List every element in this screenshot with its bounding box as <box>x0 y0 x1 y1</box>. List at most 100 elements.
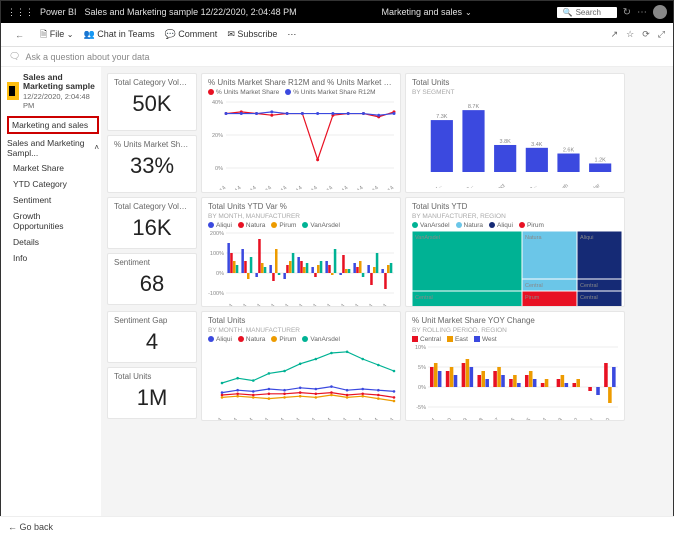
svg-text:40%: 40% <box>212 100 223 106</box>
more-cmd-icon[interactable]: ⋯ <box>287 29 296 40</box>
svg-text:P-05: P-05 <box>520 417 532 421</box>
kpi-value: 68 <box>114 269 190 299</box>
svg-text:May-14: May-14 <box>269 417 286 421</box>
tree-root[interactable]: Sales and Marketing Sampl...˄ <box>7 138 99 158</box>
svg-text:P-09: P-09 <box>457 417 469 421</box>
favorite-icon[interactable]: ☆ <box>626 29 634 40</box>
svg-text:2.6K: 2.6K <box>563 148 575 154</box>
sidebar-item-sentiment[interactable]: Sentiment <box>7 192 99 208</box>
kpi-title: Total Units <box>114 372 190 381</box>
chart-subtitle: BY MONTH, MANUFACTURER <box>208 327 394 334</box>
tile-sentiment-gap[interactable]: Sentiment Gap 4 <box>107 311 197 363</box>
app-name: Power BI <box>40 7 77 17</box>
svg-text:Jun-14: Jun-14 <box>288 185 304 190</box>
go-back-button[interactable]: ← Go back <box>8 522 53 532</box>
share-icon[interactable]: ↗ <box>611 29 619 40</box>
svg-text:Apr-14: Apr-14 <box>257 185 273 190</box>
svg-text:-100%: -100% <box>208 291 224 297</box>
avatar[interactable] <box>653 5 667 19</box>
chart-subtitle: BY SEGMENT <box>412 89 618 96</box>
svg-text:Central: Central <box>525 283 543 289</box>
notifications-icon[interactable]: ↻ <box>623 7 631 18</box>
svg-text:P-00: P-00 <box>599 417 611 421</box>
svg-text:Oct-14: Oct-14 <box>349 185 365 190</box>
tile-total-category-volume-2[interactable]: Total Category Volume 16K <box>107 197 197 249</box>
fullscreen-icon[interactable]: ⤢ <box>658 29 665 40</box>
chat-button[interactable]: 👥 Chat in Teams <box>83 29 154 40</box>
svg-text:P-07: P-07 <box>488 417 500 421</box>
tile-ytd-var-chart[interactable]: Total Units YTD Var % BY MONTH, MANUFACT… <box>201 197 401 307</box>
chart-legend: % Units Market Share% Units Market Share… <box>208 89 394 96</box>
refresh-icon[interactable]: ⟳ <box>642 29 650 40</box>
svg-text:Oct-14: Oct-14 <box>348 417 364 421</box>
kpi-title: Total Category Volume <box>114 78 190 87</box>
svg-text:Apr-14: Apr-14 <box>254 417 270 421</box>
svg-text:Dec-14: Dec-14 <box>379 185 396 190</box>
more-header-icon[interactable]: ⋯ <box>637 7 647 18</box>
svg-text:8.7K: 8.7K <box>468 104 480 110</box>
sidebar-item-market-share[interactable]: Market Share <box>7 160 99 176</box>
tile-total-category-volume[interactable]: Total Category Volume 50K <box>107 73 197 131</box>
workspace-timestamp: 12/22/2020, 2:04:48 PM <box>23 92 99 110</box>
tile-total-units-segment[interactable]: Total Units BY SEGMENT 7.3KProdu...8.7KE… <box>405 73 625 193</box>
dashboard-switcher[interactable]: Marketing and sales ⌄ <box>382 7 472 17</box>
kpi-value: 1M <box>114 383 190 413</box>
svg-text:Regular: Regular <box>583 183 602 188</box>
svg-text:3.8K: 3.8K <box>500 139 512 145</box>
tile-sentiment[interactable]: Sentiment 68 <box>107 253 197 305</box>
svg-text:Aug-14: Aug-14 <box>318 185 335 190</box>
svg-text:10%: 10% <box>415 345 426 351</box>
svg-text:3.4K: 3.4K <box>531 142 543 148</box>
svg-text:Aug-14: Aug-14 <box>316 303 333 307</box>
search-input[interactable]: 🔍 Search <box>557 7 617 18</box>
tile-units-market-share[interactable]: % Units Market Share 33% <box>107 135 197 193</box>
kpi-value: 16K <box>114 213 190 243</box>
workspace-name: Sales and Marketing sample <box>23 73 99 92</box>
tile-total-units[interactable]: Total Units 1M <box>107 367 197 419</box>
ask-input[interactable]: Ask a question about your data <box>25 52 149 62</box>
back-arrow-icon[interactable]: ← <box>9 30 30 40</box>
svg-text:200%: 200% <box>210 231 224 237</box>
sidebar-item-details[interactable]: Details <box>7 234 99 250</box>
tile-total-units-line-chart[interactable]: Total Units BY MONTH, MANUFACTURER Aliqu… <box>201 311 401 421</box>
chart-subtitle: BY ROLLING PERIOD, REGION <box>412 327 618 334</box>
sidebar-item-active-dashboard[interactable]: Marketing and sales <box>7 116 99 134</box>
svg-text:0%: 0% <box>418 385 426 391</box>
chart-title: Total Units YTD <box>412 202 618 211</box>
svg-text:Nov-14: Nov-14 <box>363 185 380 190</box>
comment-button[interactable]: 💬 Comment <box>165 29 218 40</box>
file-menu[interactable]: 🗎 File ⌄ <box>40 27 73 43</box>
chart-title: Total Units <box>412 78 618 87</box>
svg-text:Jul-14: Jul-14 <box>304 303 319 307</box>
svg-text:All Se...: All Se... <box>520 183 539 188</box>
svg-text:Produ...: Produ... <box>425 183 444 188</box>
workspace-header[interactable]: Sales and Marketing sample 12/22/2020, 2… <box>7 73 99 110</box>
tile-treemap-chart[interactable]: Total Units YTD BY MANUFACTURER, REGION … <box>405 197 625 307</box>
svg-text:Feb-14: Feb-14 <box>226 185 243 190</box>
subscribe-button[interactable]: ✉ Subscribe <box>227 29 277 40</box>
ask-icon: 🗨 <box>9 51 20 62</box>
chart-title: Total Units YTD Var % <box>208 202 394 211</box>
svg-text:P-11: P-11 <box>425 417 437 421</box>
svg-text:Jan-14: Jan-14 <box>211 185 227 190</box>
svg-text:Aug-14: Aug-14 <box>316 417 333 421</box>
svg-text:Mar-14: Mar-14 <box>246 303 263 307</box>
app-grid-icon[interactable]: ⋮⋮⋮ <box>7 7 34 18</box>
svg-text:Jul-14: Jul-14 <box>302 417 317 421</box>
kpi-value: 50K <box>114 89 190 119</box>
kpi-title: Sentiment Gap <box>114 316 190 325</box>
svg-text:Youth: Youth <box>555 183 569 188</box>
tile-market-share-chart[interactable]: % Units Market Share R12M and % Units Ma… <box>201 73 401 193</box>
svg-text:Natura: Natura <box>525 235 542 241</box>
sidebar-item-info[interactable]: Info <box>7 250 99 266</box>
svg-text:Jun-14: Jun-14 <box>288 303 304 307</box>
svg-text:Jul-14: Jul-14 <box>304 185 319 190</box>
chart-legend: CentralEastWest <box>412 336 618 343</box>
chart-title: % Unit Market Share YOY Change <box>412 316 618 325</box>
sidebar-item-growth-opportunities[interactable]: Growth Opportunities <box>7 208 99 234</box>
kpi-title: Sentiment <box>114 258 190 267</box>
chart-title: % Units Market Share R12M and % Units Ma… <box>208 78 394 87</box>
tile-yoy-change-chart[interactable]: % Unit Market Share YOY Change BY ROLLIN… <box>405 311 625 421</box>
svg-text:VanArsdel: VanArsdel <box>415 235 440 241</box>
sidebar-item-ytd-category[interactable]: YTD Category <box>7 176 99 192</box>
